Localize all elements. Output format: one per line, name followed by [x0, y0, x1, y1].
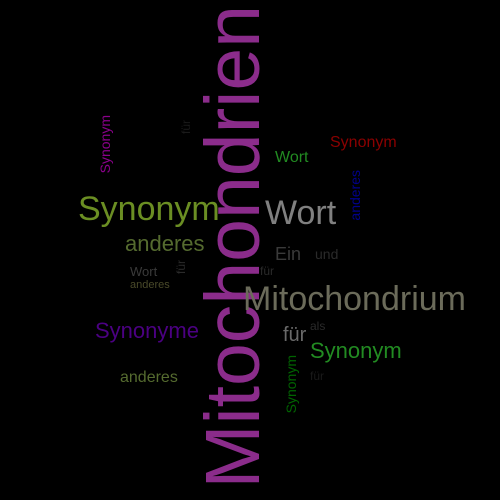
- word-3: Wort: [265, 196, 336, 230]
- word-4: anderes: [125, 233, 205, 255]
- word-21: für: [180, 120, 192, 134]
- word-13: Synonym: [98, 115, 112, 173]
- word-6: Synonym: [310, 340, 402, 362]
- word-12: anderes: [348, 170, 362, 221]
- word-10: Synonym: [330, 135, 397, 151]
- word-18: für: [175, 260, 187, 274]
- word-19: als: [310, 320, 325, 332]
- word-16: anderes: [130, 280, 170, 291]
- word-11: anderes: [120, 370, 178, 386]
- word-20: für: [260, 265, 274, 277]
- word-5: Synonyme: [95, 320, 199, 342]
- word-1: Mitochondrium: [243, 282, 466, 316]
- word-15: Wort: [130, 265, 157, 278]
- word-14: Synonym: [284, 355, 298, 413]
- word-2: Synonym: [78, 192, 220, 226]
- word-9: Wort: [275, 150, 308, 166]
- word-7: für: [283, 325, 306, 345]
- word-17: und: [315, 247, 338, 261]
- word-0: Mitochondrien: [195, 5, 272, 489]
- word-8: Ein: [275, 245, 301, 263]
- word-22: für: [310, 370, 324, 382]
